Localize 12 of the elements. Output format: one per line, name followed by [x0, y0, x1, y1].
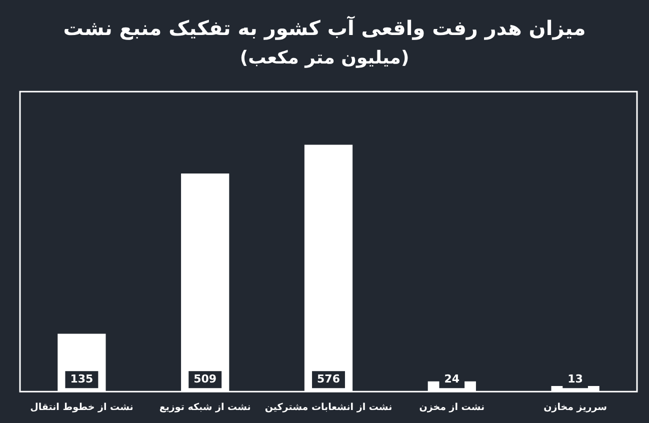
chart-subtitle: (میلیون متر مکعب) — [240, 47, 410, 68]
data-label: 509 — [194, 372, 217, 386]
data-label: 576 — [317, 372, 340, 386]
x-tick-label: نشت از مخزن — [419, 402, 485, 413]
chart-title: میزان هدر رفت واقعی آب کشور به تفکیک منبع نشت — [63, 15, 586, 40]
x-tick-label: سرریز مخازن — [544, 402, 607, 413]
data-label: 13 — [568, 372, 583, 386]
x-tick-label: نشت از شبکه توزیع — [159, 402, 251, 413]
x-tick-label: نشت از انشعابات مشترکین — [264, 402, 392, 413]
x-tick-label: نشت از خطوط انتقال — [30, 402, 134, 413]
data-label: 24 — [444, 372, 460, 386]
data-label: 135 — [70, 372, 94, 386]
